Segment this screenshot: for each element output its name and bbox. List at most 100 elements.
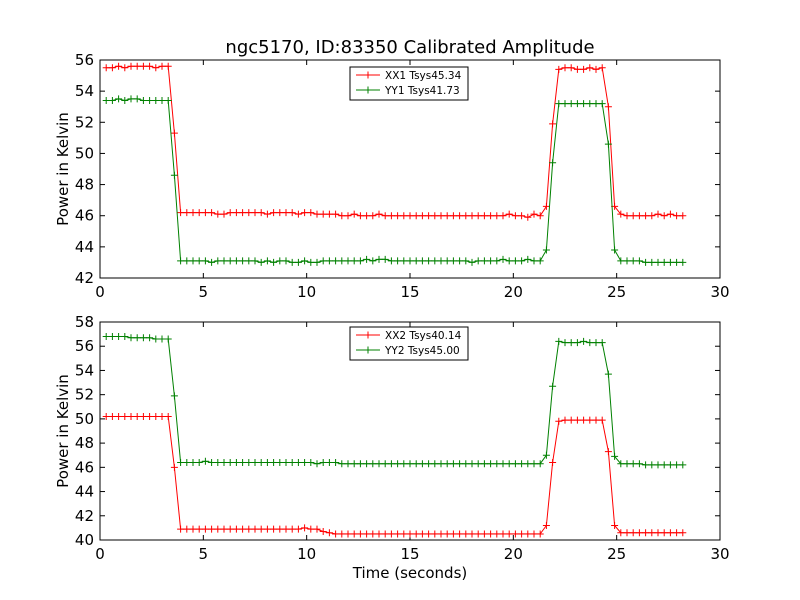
data-point — [208, 209, 216, 217]
data-point — [332, 210, 340, 218]
data-point — [530, 210, 538, 218]
legend: XX2 Tsys40.14 YY2 Tsys45.00 — [349, 326, 469, 361]
y-tick-label: 44 — [75, 483, 94, 501]
data-point — [425, 257, 433, 265]
data-point — [431, 460, 439, 468]
data-point — [536, 257, 544, 265]
data-point — [350, 530, 358, 538]
y-axis-label: Power in Kelvin — [54, 374, 72, 488]
data-point — [666, 210, 674, 218]
data-point — [189, 209, 197, 217]
data-point — [183, 458, 191, 466]
data-point — [642, 529, 650, 537]
data-point — [412, 257, 420, 265]
data-point — [170, 392, 178, 400]
data-point — [586, 100, 594, 108]
data-point — [344, 212, 352, 220]
data-point — [425, 460, 433, 468]
x-tick-label: 30 — [710, 283, 729, 301]
data-point — [542, 451, 550, 459]
data-point — [251, 458, 259, 466]
data-point — [332, 458, 340, 466]
data-point — [679, 258, 687, 266]
data-point — [369, 212, 377, 220]
data-point — [127, 62, 135, 70]
data-point — [518, 530, 526, 538]
data-point — [511, 257, 519, 265]
data-point — [480, 460, 488, 468]
data-point — [251, 525, 259, 533]
data-point — [443, 257, 451, 265]
data-point — [245, 209, 253, 217]
data-point — [139, 334, 147, 342]
data-point — [549, 458, 557, 466]
data-point — [183, 209, 191, 217]
data-point — [598, 416, 606, 424]
data-point — [555, 65, 563, 73]
data-point — [586, 416, 594, 424]
plot-1: 0 5 10 15 20 25 30 42 44 46 48 50 52 54 56 Power in Kel… — [54, 51, 730, 301]
series-2 — [102, 95, 687, 266]
data-point — [350, 210, 358, 218]
data-point — [524, 460, 532, 468]
x-tick-label: 5 — [199, 283, 209, 301]
data-point — [456, 530, 464, 538]
data-point — [208, 458, 216, 466]
data-point — [338, 460, 346, 468]
data-point — [530, 460, 538, 468]
y-tick-label: 56 — [75, 337, 94, 355]
data-point — [573, 100, 581, 108]
data-point — [133, 62, 141, 70]
data-point — [487, 212, 495, 220]
data-point — [462, 460, 470, 468]
data-point — [363, 255, 371, 263]
data-point — [561, 64, 569, 72]
data-point — [468, 460, 476, 468]
data-point — [127, 412, 135, 420]
data-point — [288, 258, 296, 266]
data-point — [592, 65, 600, 73]
data-point — [654, 258, 662, 266]
data-point — [201, 209, 209, 217]
data-point — [270, 258, 278, 266]
y-tick-label: 46 — [75, 458, 94, 476]
data-point — [257, 458, 265, 466]
data-point — [133, 95, 141, 103]
data-point — [369, 257, 377, 265]
data-point — [518, 212, 526, 220]
data-point — [232, 257, 240, 265]
data-point — [232, 525, 240, 533]
data-point — [102, 412, 110, 420]
data-point — [412, 460, 420, 468]
series-1 — [102, 412, 687, 538]
data-point — [344, 257, 352, 265]
data-point — [487, 257, 495, 265]
data-point — [623, 460, 631, 468]
data-point — [673, 212, 681, 220]
data-point — [629, 529, 637, 537]
data-point — [381, 255, 389, 263]
legend-label: YY1 Tsys41.73 — [384, 85, 460, 97]
data-point — [356, 460, 364, 468]
data-point — [263, 458, 271, 466]
data-point — [257, 525, 265, 533]
data-point — [598, 339, 606, 347]
data-point — [375, 530, 383, 538]
data-point — [474, 460, 482, 468]
data-point — [139, 96, 147, 104]
data-point — [555, 100, 563, 108]
data-point — [456, 460, 464, 468]
data-point — [121, 64, 129, 72]
data-point — [567, 64, 575, 72]
data-point — [580, 337, 588, 345]
data-point — [561, 416, 569, 424]
data-point — [177, 257, 185, 265]
data-point — [350, 460, 358, 468]
data-point — [232, 458, 240, 466]
y-tick-label: 42 — [75, 269, 94, 287]
data-point — [158, 62, 166, 70]
data-point — [561, 100, 569, 108]
data-point — [611, 521, 619, 529]
data-point — [462, 530, 470, 538]
data-point — [542, 246, 550, 254]
